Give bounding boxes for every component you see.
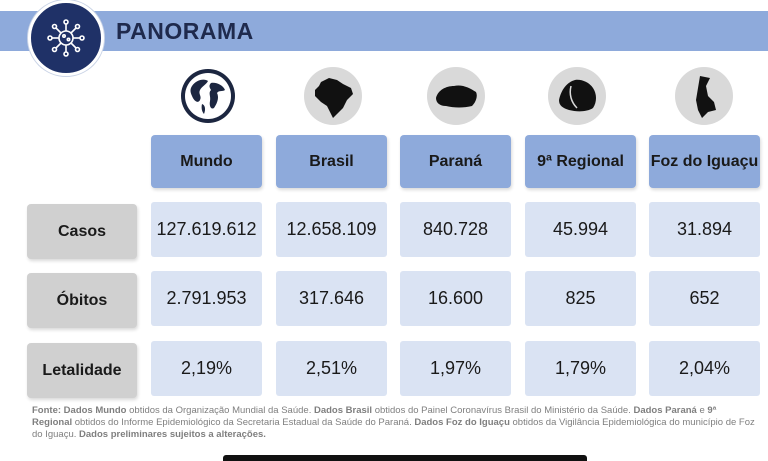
cell-casos-mundo: 127.619.612 [151,202,262,257]
cell-casos-foz-do-iguacu: 31.894 [649,202,760,257]
cell-obitos-brasil: 317.646 [276,271,387,326]
cell-casos-9-regional: 45.994 [525,202,636,257]
footnote-part: obtidos da Vigilância Epidemiológica do … [32,417,755,440]
column-header-parana: Paraná [400,135,511,188]
footnote-part: e [696,405,708,416]
column-header-mundo: Mundo [151,135,262,188]
cell-letalidade-mundo: 2,19% [151,341,262,396]
cell-casos-parana: 840.728 [400,202,511,257]
footnote-part: obtidos do Informe Epidemiológico da Sec… [72,417,415,428]
parana-map-icon [426,66,486,126]
brazil-map-icon [303,66,363,126]
column-header-foz-do-iguacu: Foz do Iguaçu [649,135,760,188]
page-title: PANORAMA [116,18,254,44]
row-header-casos: Casos [27,204,137,259]
cell-casos-brasil: 12.658.109 [276,202,387,257]
virus-logo [28,0,104,76]
title-banner [0,11,768,51]
cell-letalidade-parana: 1,97% [400,341,511,396]
column-header-9-regional: 9ª Regional [525,135,636,188]
footnote-part: Dados Brasil [313,405,373,416]
cell-letalidade-brasil: 2,51% [276,341,387,396]
footnote-part: Dados Mundo [63,405,127,416]
footnote-part: Dados Foz do Iguaçu [414,417,510,428]
cell-letalidade-foz-do-iguacu: 2,04% [649,341,760,396]
globe-icon [178,66,238,126]
footnote-part: Fonte: [32,405,64,416]
footnote-part: Dados Paraná [633,405,697,416]
row-header-letalidade: Letalidade [27,343,137,398]
virus-icon [47,19,85,57]
cell-obitos-9-regional: 825 [525,271,636,326]
regional-map-icon [547,66,607,126]
foz-map-icon [674,66,734,126]
footnote-part: 9ª Regional [32,405,717,428]
cell-obitos-foz-do-iguacu: 652 [649,271,760,326]
home-indicator-bar[interactable] [223,455,587,461]
cell-letalidade-9-regional: 1,79% [525,341,636,396]
cell-obitos-mundo: 2.791.953 [151,271,262,326]
footnote-part: obtidos do Painel Coronavírus Brasil do … [372,405,634,416]
column-header-brasil: Brasil [276,135,387,188]
cell-obitos-parana: 16.600 [400,271,511,326]
footnote-part: obtidos da Organização Mundial da Saúde. [126,405,314,416]
source-footnote: Fonte: Dados Mundo obtidos da Organizaçã… [32,405,758,441]
row-header-obitos: Óbitos [27,273,137,328]
footnote-part: Dados preliminares sujeitos a alterações… [79,429,266,440]
